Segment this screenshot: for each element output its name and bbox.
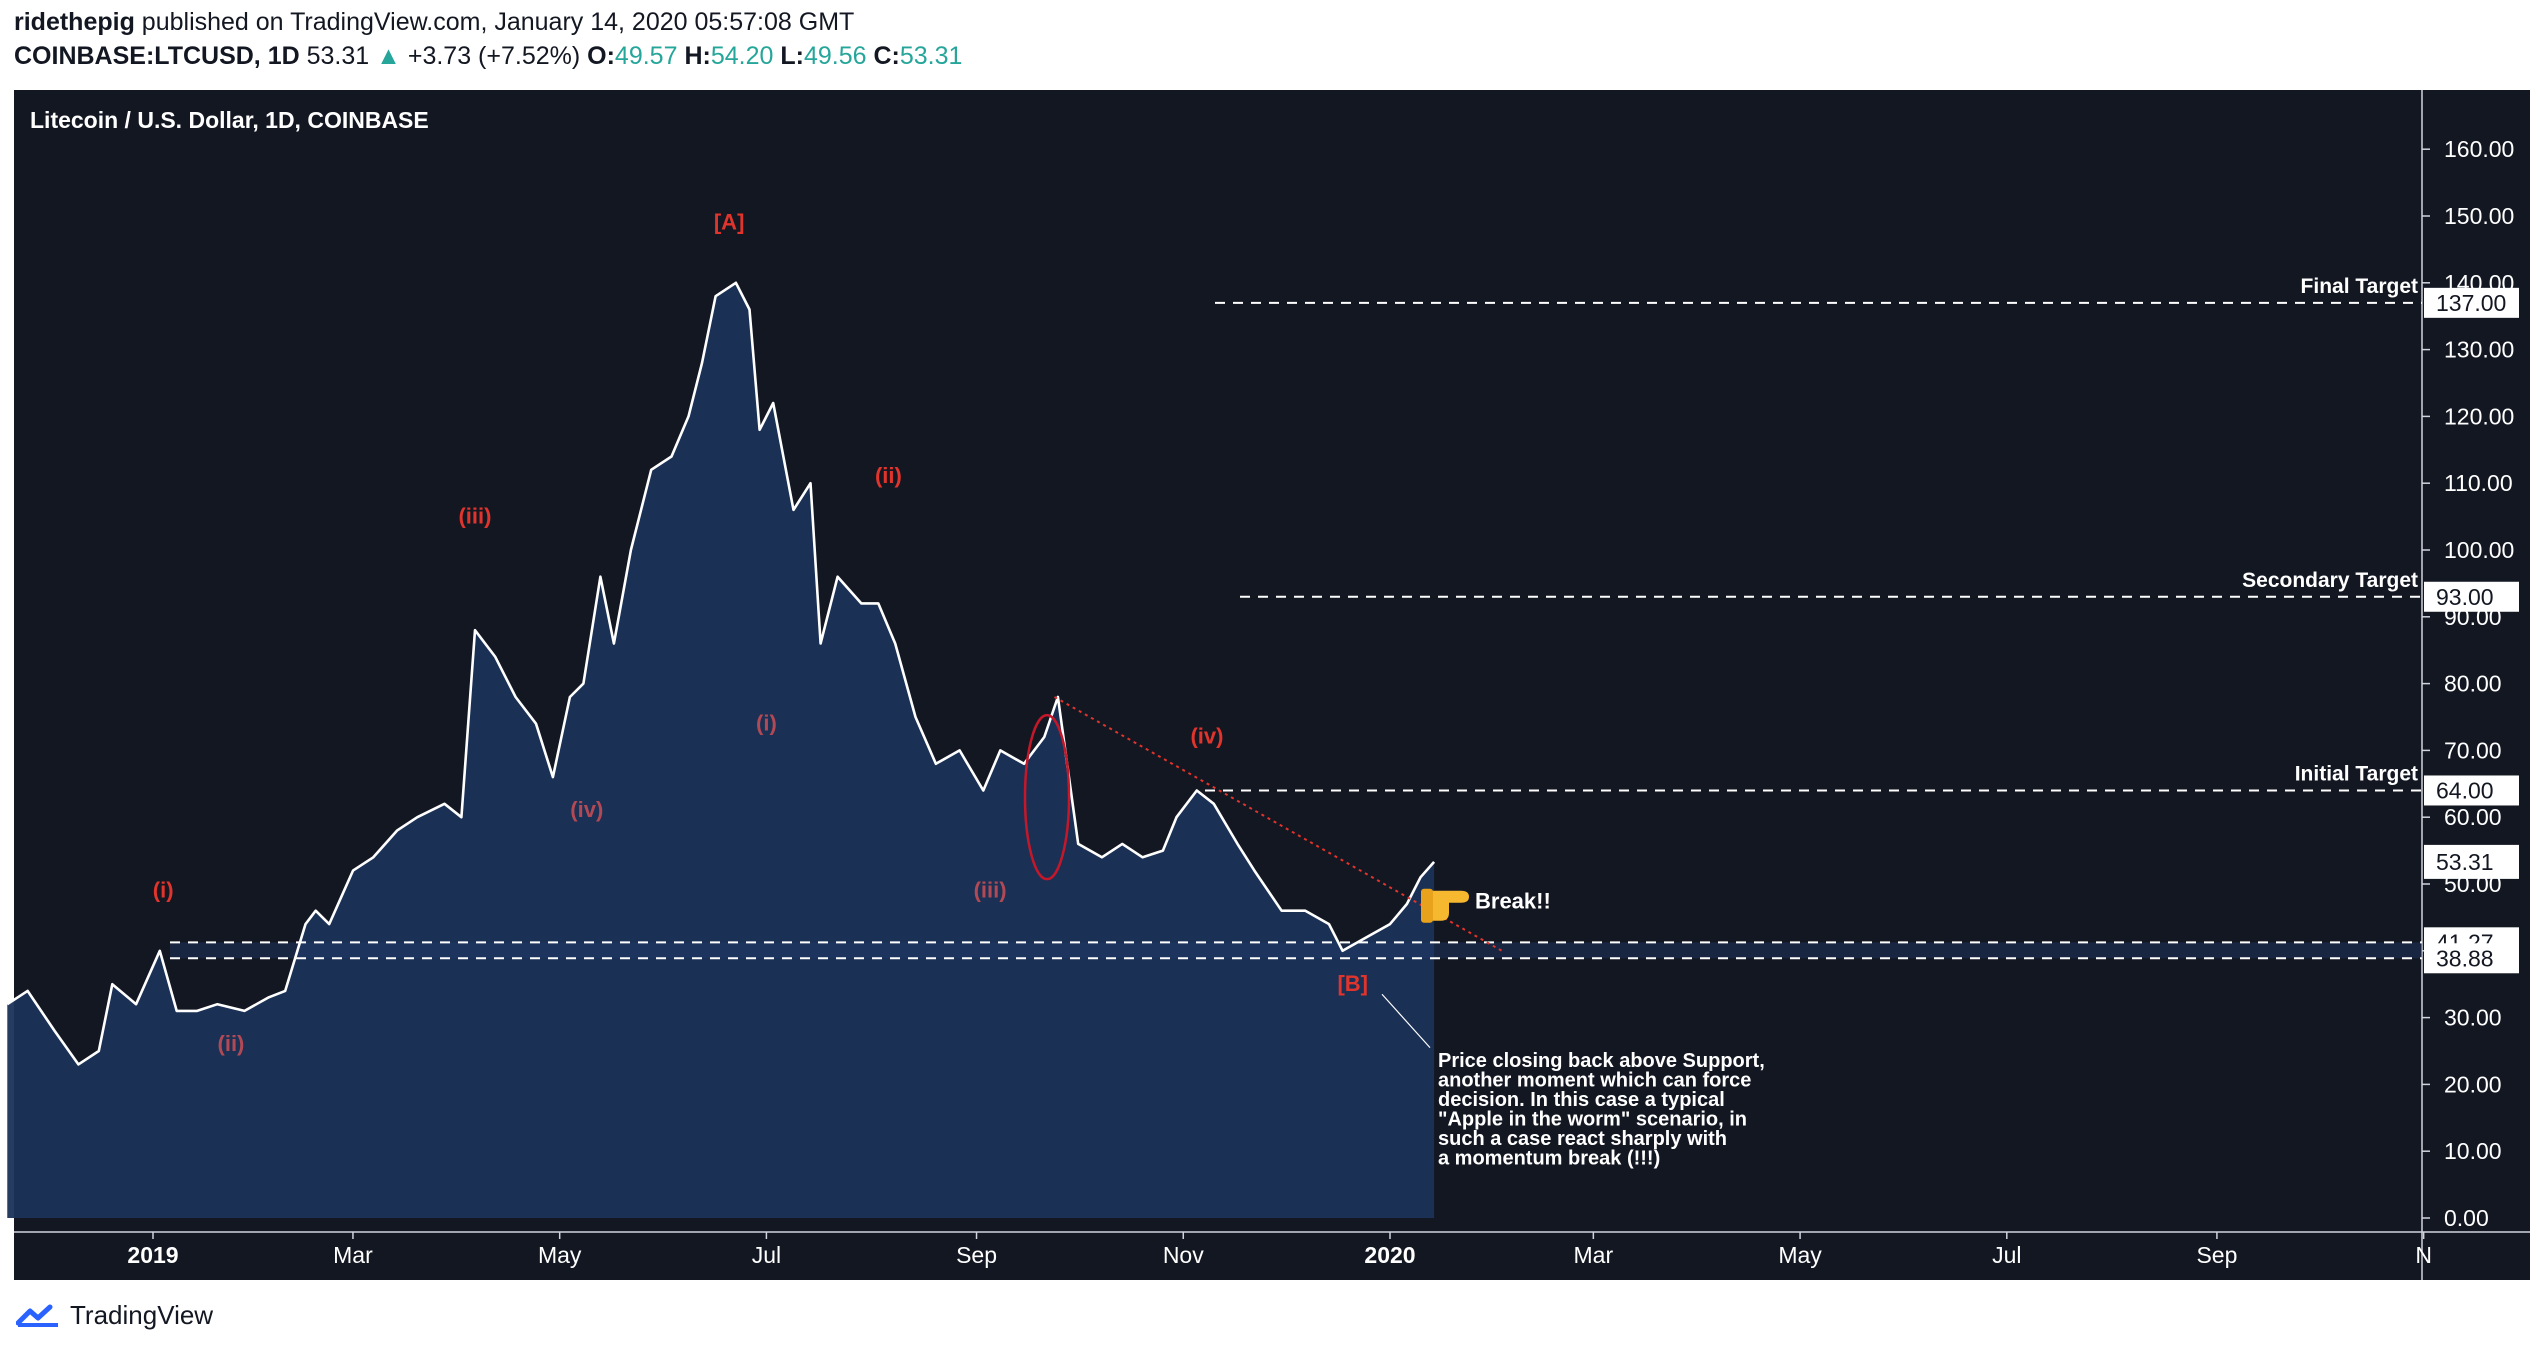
wave-label: (ii) bbox=[875, 463, 902, 488]
close-label: C: bbox=[873, 42, 900, 70]
close-value: 53.31 bbox=[899, 42, 963, 70]
price-level-box-label: 38.88 bbox=[2436, 945, 2494, 971]
chart-title: Litecoin / U.S. Dollar, 1D, COINBASE bbox=[30, 107, 429, 133]
footer-brand[interactable]: TradingView bbox=[16, 1300, 213, 1331]
x-tick-label: May bbox=[538, 1242, 582, 1268]
x-tick-label: Sep bbox=[956, 1242, 997, 1268]
target-level-label: Initial Target bbox=[2295, 762, 2418, 785]
y-tick-label: 150.00 bbox=[2444, 203, 2514, 229]
y-tick-label: 110.00 bbox=[2444, 470, 2513, 496]
x-tick-label: May bbox=[1778, 1242, 1822, 1268]
wave-label: (iv) bbox=[570, 797, 603, 822]
target-level-label: Secondary Target bbox=[2242, 569, 2418, 592]
wave-label: [A] bbox=[714, 209, 745, 234]
y-tick-label: 80.00 bbox=[2444, 671, 2502, 697]
wave-label: (iii) bbox=[974, 877, 1007, 902]
last-price-box bbox=[2424, 844, 2519, 879]
x-tick-label: Sep bbox=[2196, 1242, 2237, 1268]
x-tick-label: Nov bbox=[1163, 1242, 1204, 1268]
symbol-ohlc-line: COINBASE:LTCUSD, 1D 53.31 ▲ +3.73 (+7.52… bbox=[14, 42, 962, 71]
time-axis[interactable] bbox=[14, 1232, 2530, 1280]
change-value: +3.73 (+7.52%) bbox=[407, 42, 581, 70]
y-tick-label: 20.00 bbox=[2444, 1071, 2502, 1097]
target-level-label: Final Target bbox=[2301, 275, 2418, 298]
published-text: published on TradingView.com, January 14… bbox=[141, 8, 855, 36]
x-tick-label: N bbox=[2415, 1242, 2432, 1268]
y-tick-label: 130.00 bbox=[2444, 337, 2514, 363]
callout-leader-line bbox=[1381, 993, 1431, 1049]
y-tick-label: 10.00 bbox=[2444, 1138, 2502, 1164]
wave-label: (i) bbox=[153, 877, 174, 902]
highlight-ellipse bbox=[1023, 713, 1071, 881]
x-tick-label: Jul bbox=[752, 1242, 781, 1268]
wave-label: (ii) bbox=[218, 1031, 245, 1056]
x-tick-label: Mar bbox=[1574, 1242, 1614, 1268]
y-tick-label: 100.00 bbox=[2444, 537, 2514, 563]
tradingview-logo-icon bbox=[16, 1304, 58, 1327]
last-price: 53.31 bbox=[306, 42, 370, 70]
wave-label: (iii) bbox=[458, 503, 491, 528]
change-arrow-icon: ▲ bbox=[376, 42, 401, 70]
author-name[interactable]: ridethepig bbox=[14, 8, 135, 36]
x-tick-label: 2019 bbox=[127, 1242, 178, 1268]
x-tick-label: Mar bbox=[333, 1242, 373, 1268]
last-price-box-label: 53.31 bbox=[2436, 849, 2494, 875]
low-label: L: bbox=[780, 42, 804, 70]
wave-label: [B] bbox=[1337, 971, 1368, 996]
price-level-box-label: 137.00 bbox=[2436, 290, 2506, 316]
price-area-fill bbox=[7, 282, 1435, 1218]
open-label: O: bbox=[587, 42, 615, 70]
wave-label: (i) bbox=[756, 710, 777, 735]
open-value: 49.57 bbox=[614, 42, 678, 70]
price-level-box bbox=[2424, 943, 2519, 974]
symbol-label: COINBASE:LTCUSD, 1D bbox=[14, 42, 300, 70]
x-tick-label: 2020 bbox=[1364, 1242, 1415, 1268]
support-zone bbox=[170, 942, 2422, 959]
pointing-hand-icon bbox=[1421, 888, 1469, 923]
y-tick-label: 0.00 bbox=[2444, 1205, 2489, 1231]
tradingview-wordmark: TradingView bbox=[70, 1300, 214, 1330]
price-level-box bbox=[2424, 581, 2519, 612]
y-tick-label: 70.00 bbox=[2444, 737, 2502, 763]
y-tick-label: 30.00 bbox=[2444, 1005, 2502, 1031]
y-tick-label: 120.00 bbox=[2444, 403, 2514, 429]
x-tick-label: Jul bbox=[1992, 1242, 2021, 1268]
price-level-box-label: 93.00 bbox=[2436, 584, 2494, 610]
price-level-box-label: 64.00 bbox=[2436, 777, 2494, 803]
publish-line: ridethepig published on TradingView.com,… bbox=[14, 8, 854, 37]
price-line[interactable] bbox=[6, 281, 1436, 1066]
callout-note: Price closing back above Support, another… bbox=[1438, 1050, 1765, 1170]
price-level-box bbox=[2424, 287, 2519, 318]
y-tick-label: 160.00 bbox=[2444, 136, 2514, 162]
price-level-box bbox=[2424, 775, 2519, 806]
y-tick-label: 60.00 bbox=[2444, 804, 2502, 830]
high-value: 54.20 bbox=[710, 42, 774, 70]
wave-label: (iv) bbox=[1190, 724, 1223, 749]
low-value: 49.56 bbox=[803, 42, 867, 70]
high-label: H: bbox=[684, 42, 711, 70]
break-annotation: Break!! bbox=[1475, 889, 1551, 914]
